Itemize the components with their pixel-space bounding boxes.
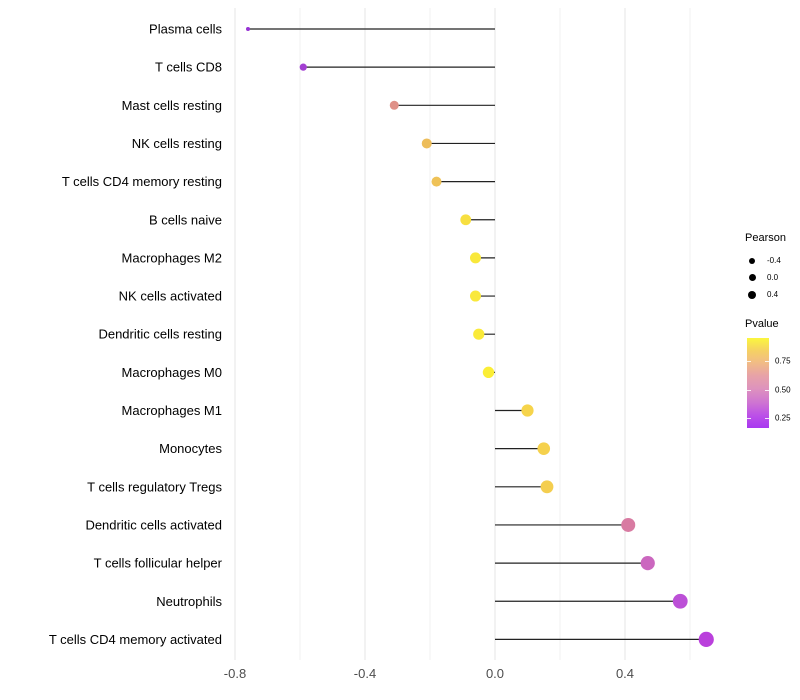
legend-size-dot-box: [745, 257, 759, 264]
data-dot: [421, 138, 432, 149]
y-axis-label: T cells regulatory Tregs: [87, 479, 222, 494]
pvalue-colorbar-gradient: [747, 338, 769, 428]
y-axis-label: Dendritic cells activated: [85, 517, 222, 532]
legend-size-entry: -0.4: [745, 252, 786, 269]
legend-pearson-title: Pearson: [745, 232, 786, 244]
data-dot: [540, 480, 554, 494]
y-axis-label: Macrophages M2: [122, 250, 222, 265]
y-axis-label: B cells naive: [149, 212, 222, 227]
data-dot: [672, 593, 688, 609]
x-axis-tick-label: -0.4: [354, 666, 376, 681]
legend-size-dot: [748, 274, 756, 281]
colorbar-tick-label: 0.50: [775, 385, 791, 395]
colorbar-tick: [747, 390, 769, 391]
pvalue-colorbar-wrap: 0.75 0.50 0.25: [745, 338, 800, 430]
y-axis-label: Neutrophils: [156, 594, 222, 609]
legend-size-dot: [749, 257, 755, 264]
colorbar-tick-label: 0.75: [775, 356, 791, 366]
data-dot: [521, 404, 534, 417]
y-axis-label: Monocytes: [159, 441, 222, 456]
data-dot: [470, 290, 481, 302]
y-axis-label: Mast cells resting: [122, 98, 222, 113]
x-axis-tick-label: 0.4: [616, 666, 634, 681]
data-dot: [698, 631, 714, 648]
legend-size-entry: 0.0: [745, 269, 786, 286]
legend-size-entry: 0.4: [745, 286, 786, 303]
data-dot: [537, 442, 551, 455]
data-dot: [431, 176, 442, 187]
x-axis-tick-label: -0.8: [224, 666, 246, 681]
legend-pvalue-title: Pvalue: [745, 318, 779, 330]
data-dot: [299, 63, 307, 71]
y-axis-label: T cells follicular helper: [94, 556, 223, 571]
y-axis-label: Plasma cells: [149, 22, 222, 37]
legend-pvalue-color: Pvalue 0.75 0.50 0.25: [745, 318, 800, 430]
data-dot: [621, 517, 636, 532]
legend-size-label: 0.4: [767, 290, 779, 299]
legend-size-dot-box: [745, 274, 759, 281]
y-axis-label: Macrophages M1: [122, 403, 222, 418]
y-axis-label: Dendritic cells resting: [98, 327, 222, 342]
data-dot: [246, 27, 250, 31]
colorbar-tick: [747, 418, 769, 419]
y-axis-label: NK cells resting: [132, 136, 222, 151]
colorbar-tick: [747, 361, 769, 362]
y-axis-label: T cells CD4 memory activated: [49, 632, 222, 647]
legend-size-entries: -0.4 0.0 0.4: [745, 252, 786, 303]
data-dot: [389, 100, 399, 110]
colorbar-tick-label: 0.25: [775, 413, 791, 423]
y-axis-label: T cells CD8: [155, 60, 222, 75]
y-axis-label: Macrophages M0: [122, 365, 222, 380]
data-dot: [473, 328, 485, 340]
y-axis-label: NK cells activated: [119, 289, 222, 304]
legend-size-label: 0.0: [767, 273, 779, 282]
data-dot: [470, 252, 481, 264]
legend-pearson-size: Pearson -0.4 0.0 0.4: [745, 232, 786, 303]
data-dot: [482, 366, 495, 379]
y-axis-label: T cells CD4 memory resting: [62, 174, 222, 189]
legend-size-dot-box: [745, 290, 759, 299]
data-dot: [640, 556, 655, 571]
legend-size-label: -0.4: [767, 256, 781, 265]
legend-size-dot: [748, 290, 756, 299]
data-dot: [460, 214, 472, 226]
x-axis-tick-label: 0.0: [486, 666, 504, 681]
